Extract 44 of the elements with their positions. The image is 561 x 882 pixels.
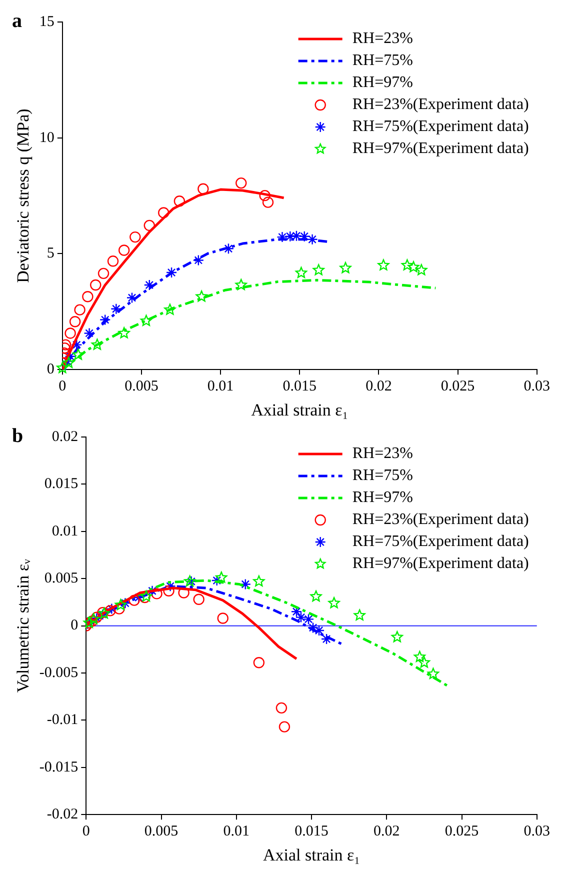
x-tick-label: 0.015 xyxy=(282,378,317,395)
legend-label: RH=23%(Experiment data) xyxy=(352,511,529,528)
legend-label: RH=23%(Experiment data) xyxy=(352,96,529,114)
y-tick-label: -0.01 xyxy=(46,712,78,728)
x-axis-title: Axial strain ε₁ xyxy=(262,845,360,864)
x-tick-label: 0.025 xyxy=(444,824,479,840)
legend-label: RH=97% xyxy=(352,489,413,506)
y-tick-label: -0.02 xyxy=(46,806,78,823)
legend-label: RH=75%(Experiment data) xyxy=(352,533,529,550)
y-tick-label: 15 xyxy=(39,14,54,30)
x-tick-label: 0.015 xyxy=(294,824,328,840)
legend-label: RH=97%(Experiment data) xyxy=(352,140,529,158)
x-tick-label: 0.025 xyxy=(440,378,475,395)
legend-label: RH=23% xyxy=(352,445,413,462)
y-tick-label: -0.005 xyxy=(39,664,78,681)
legend-label: RH=97%(Experiment data) xyxy=(352,555,529,572)
y-tick-label: -0.015 xyxy=(39,759,78,776)
x-tick-label: 0 xyxy=(82,824,90,840)
x-tick-label: 0.03 xyxy=(524,378,550,395)
y-tick-label: 0.015 xyxy=(44,476,78,492)
y-tick-label: 0.01 xyxy=(52,523,78,540)
y-tick-label: 0 xyxy=(70,618,78,634)
y-tick-label: 0.02 xyxy=(52,428,78,445)
legend-label: RH=75%(Experiment data) xyxy=(352,118,529,136)
legend-label: RH=75% xyxy=(352,467,413,484)
y-axis-title: Volumetric strain εᵥ xyxy=(14,558,33,693)
y-tick-label: 10 xyxy=(39,130,54,146)
x-tick-label: 0.01 xyxy=(223,824,250,840)
y-axis-title: Deviatoric stress q (MPa) xyxy=(14,108,33,283)
x-axis-title: Axial strain ε₁ xyxy=(251,400,348,420)
x-tick-label: 0.005 xyxy=(144,824,178,840)
text: a xyxy=(12,10,22,32)
x-tick-label: 0.01 xyxy=(207,378,234,395)
y-tick-label: 0 xyxy=(46,362,54,378)
legend-label: RH=97% xyxy=(352,74,413,92)
x-tick-label: 0.03 xyxy=(524,824,550,840)
y-tick-label: 5 xyxy=(46,246,54,262)
text: b xyxy=(12,425,24,448)
legend-label: RH=75% xyxy=(352,52,413,70)
y-tick-label: 0.005 xyxy=(44,570,78,587)
x-tick-label: 0.02 xyxy=(374,824,400,840)
legend-label: RH=23% xyxy=(352,30,413,48)
x-tick-label: 0.02 xyxy=(366,378,392,395)
x-tick-label: 0.005 xyxy=(124,378,158,395)
